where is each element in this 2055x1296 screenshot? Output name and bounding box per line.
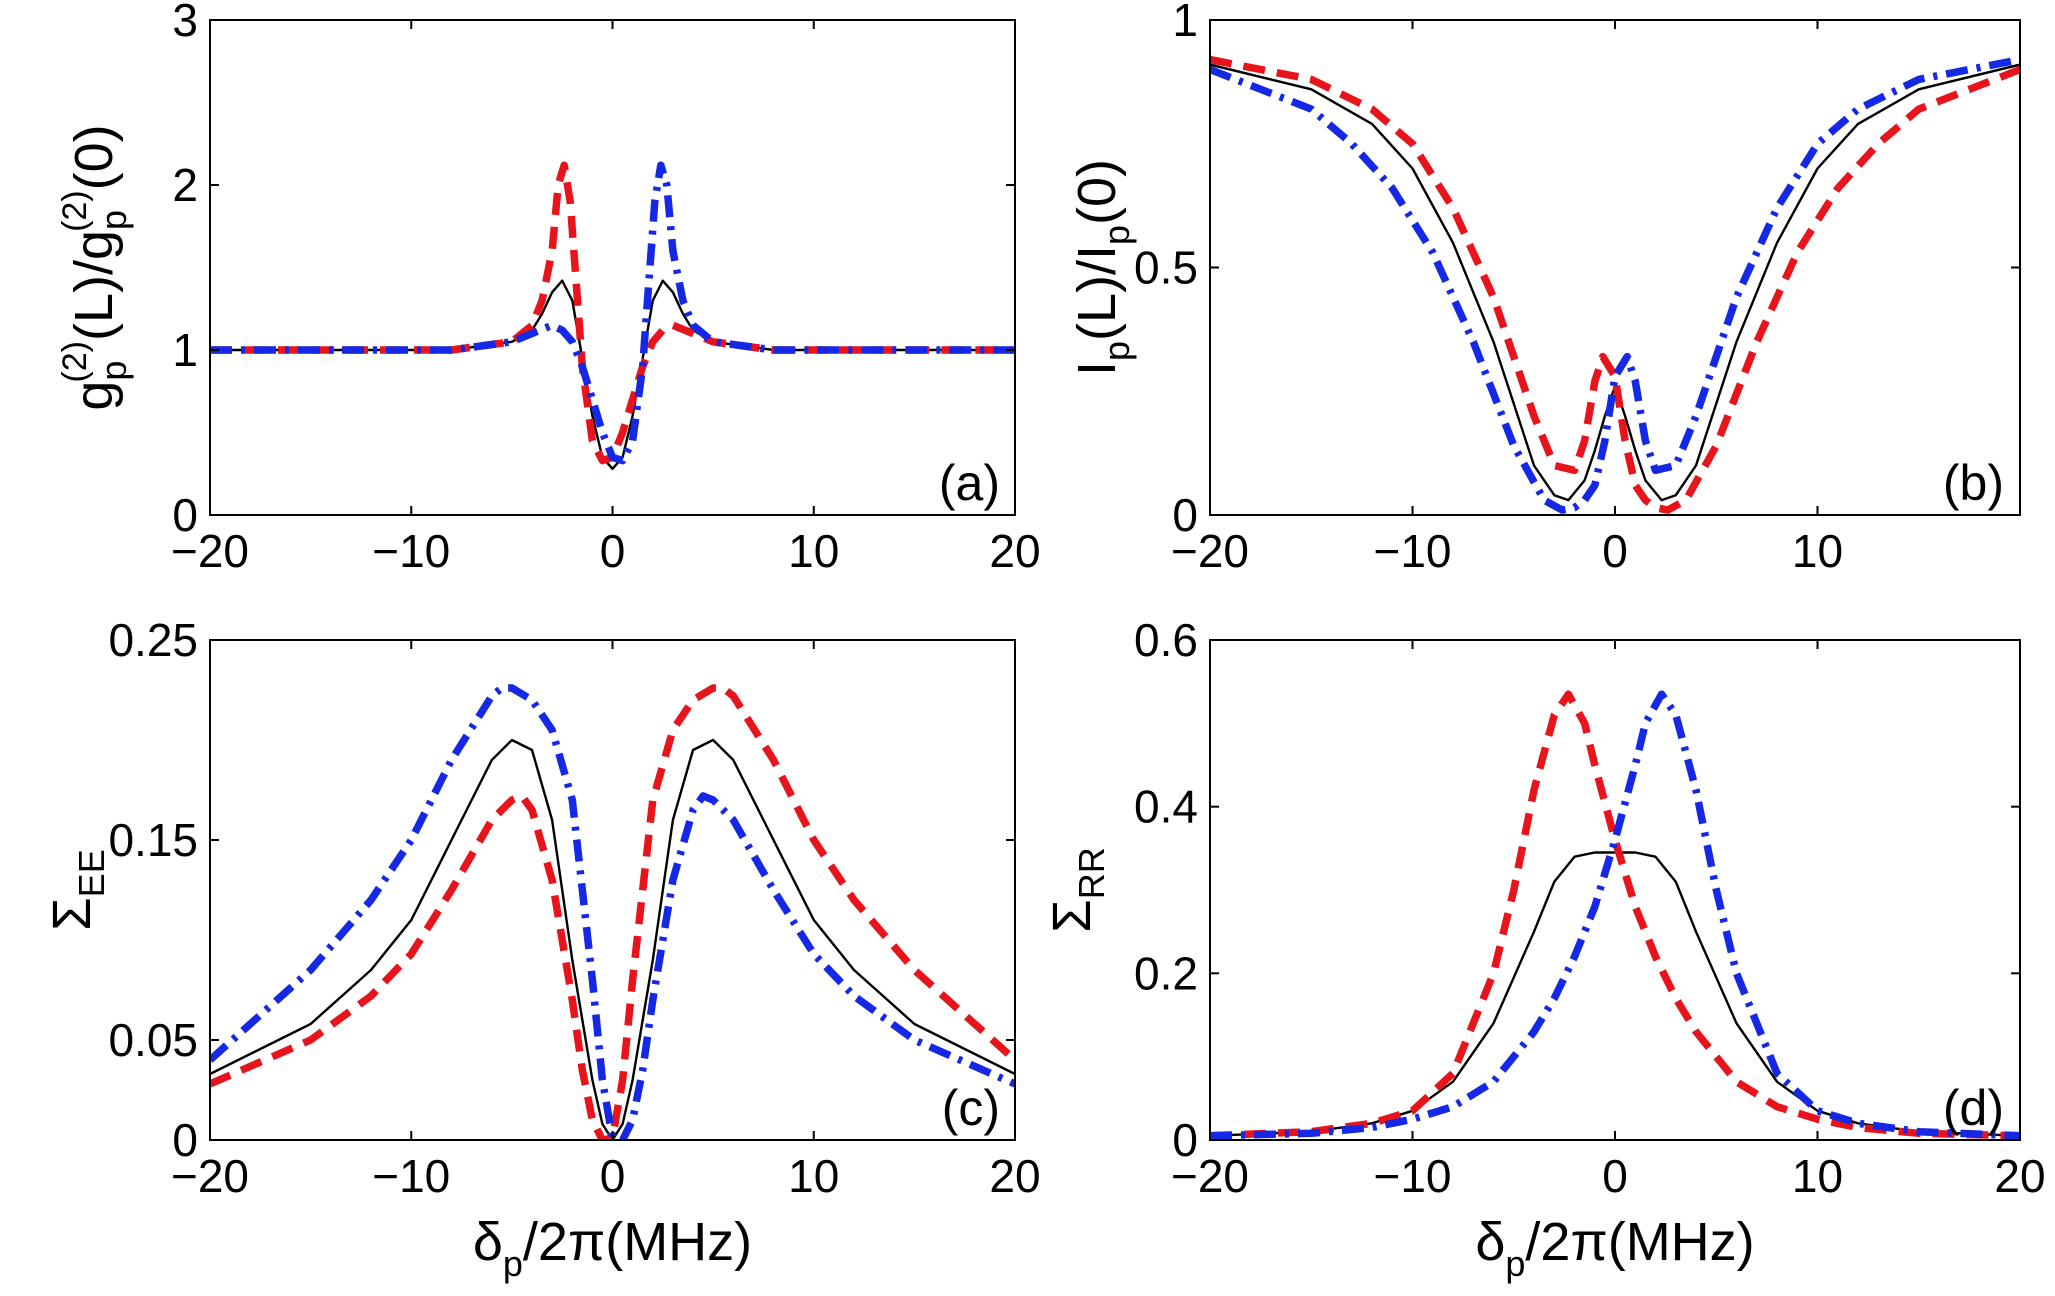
panel-c-ytick-label: 0.15 [108,814,198,866]
xlabel-base: δ [1475,1212,1505,1272]
panel-c-xtick-label: −10 [372,1150,450,1202]
xlabel-sub: p [1505,1243,1525,1284]
panel-b-tag: (b) [1943,455,2004,511]
panel-d-ytick-label: 0.6 [1134,614,1198,666]
panel-a-ytick-label: 0 [172,489,198,541]
ylabel-sup: (2) [56,341,94,383]
panel-c-tag: (c) [942,1080,1000,1136]
panel-d-ytick-label: 0.4 [1134,781,1198,833]
panel-b-ylabel: Ip(L)/Ip(0) [1067,159,1137,376]
ylabel-base: Σ [42,897,102,930]
panel-a-series-dashed-line [210,161,1015,465]
ylabel-sub: p [1096,341,1137,361]
panel-d-ytick-label: 0.2 [1134,947,1198,999]
panel-d-ytick-label: 0 [1172,1114,1198,1166]
panel-a-ylabel: gp(2)(L)/gp(2)(0) [56,124,134,410]
panel-d-axes-frame [1209,639,2021,1141]
xlabel-text: /2π(MHz) [1525,1212,1754,1272]
panel-b-series-dashdot-line [1210,55,2020,514]
panel-a-ytick-label: 3 [172,0,198,46]
panel-d-series-dashed-line [1210,690,2020,1140]
panel-c-ylabel: ΣEE [42,849,112,930]
panel-c: −20 −10 0 10 20 0 0.05 0.15 0.25 (c) ΣEE δp/2π(MHz) [42,614,1041,1284]
panel-b-xtick-label: 10 [1792,525,1843,577]
panel-c-xtick-label: 10 [788,1150,839,1202]
panel-b-xtick-label: 0 [1602,525,1628,577]
panel-c-ytick-label: 0.25 [108,614,198,666]
panel-d-ylabel: ΣRR [1042,847,1112,932]
panel-d-xtick-label: −20 [1171,1150,1249,1202]
panel-d-xtick-label: 0 [1602,1150,1628,1202]
panel-a-ytick-label: 1 [172,324,198,376]
ylabel-tail: (0) [64,124,124,190]
panel-a-xtick-label: 0 [600,525,626,577]
xlabel-sub: p [503,1243,523,1284]
panel-d-xtick-label: −10 [1373,1150,1451,1202]
ylabel-sub: EE [71,849,112,897]
panel-b-xtick-label: −10 [1373,525,1451,577]
panel-a-tag: (a) [939,455,1000,511]
panel-a-xtick-label: −10 [372,525,450,577]
panel-b-ytick-label: 0.5 [1134,242,1198,294]
ylabel-sub2: p [1096,225,1137,245]
ylabel-base: g [64,381,124,411]
panel-c-series-solid-line [210,738,1015,1140]
panel-c-xtick-label: −20 [171,1150,249,1202]
panel-a-xtick-label: 10 [788,525,839,577]
xlabel-text: /2π(MHz) [523,1212,752,1272]
panel-c-xlabel: δp/2π(MHz) [473,1212,752,1284]
panel-a-xtick-label: 20 [989,525,1040,577]
panel-c-xtick-label: 20 [989,1150,1040,1202]
ylabel-text: (L)/g [64,230,124,341]
panel-c-series-dashed-line [210,684,1015,1140]
panel-a-ytick-label: 2 [172,159,198,211]
xlabel-base: δ [473,1212,503,1272]
panel-a-axes-frame [209,19,1016,516]
panel-d: −20 −10 0 10 20 0 0.2 0.4 0.6 (d) ΣRR δp/2π(MHz) [1042,614,2046,1284]
panel-a-xtick-label: −20 [171,525,249,577]
panel-b-xtick-label: −20 [1171,525,1249,577]
panel-b-axes-frame [1209,19,2021,516]
ylabel-sub2: p [93,210,134,230]
panel-b-series-dashed-line [1210,55,2020,514]
ylabel-base: Σ [1042,899,1102,932]
panel-a-series-solid-line [210,279,1015,470]
ylabel-sub: RR [1071,847,1112,899]
panel-b-ytick-label: 0 [1172,489,1198,541]
panel-d-xlabel: δp/2π(MHz) [1475,1212,1754,1284]
panel-a-series-dashdot-line [210,161,1015,465]
panel-d-series-dashdot-line [1210,690,2020,1140]
panel-b-ytick-label: 1 [1172,0,1198,46]
panel-c-xtick-label: 0 [600,1150,626,1202]
panel-c-series-dashdot-line [210,684,1015,1140]
panel-c-axes-frame [209,639,1016,1141]
ylabel-base: I [1067,361,1127,376]
panel-c-ytick-label: 0.05 [108,1014,198,1066]
ylabel-sub: p [93,361,134,381]
ylabel-sup2: (2) [56,190,94,232]
panel-d-series-solid-line [1210,851,2020,1137]
ylabel-tail: (0) [1067,159,1127,225]
ylabel-text: (L)/I [1067,245,1127,341]
panel-d-tag: (d) [1943,1080,2004,1136]
panel-c-ytick-label: 0 [172,1114,198,1166]
panel-d-xtick-label: 10 [1792,1150,1843,1202]
panel-d-xtick-label: 20 [1994,1150,2045,1202]
